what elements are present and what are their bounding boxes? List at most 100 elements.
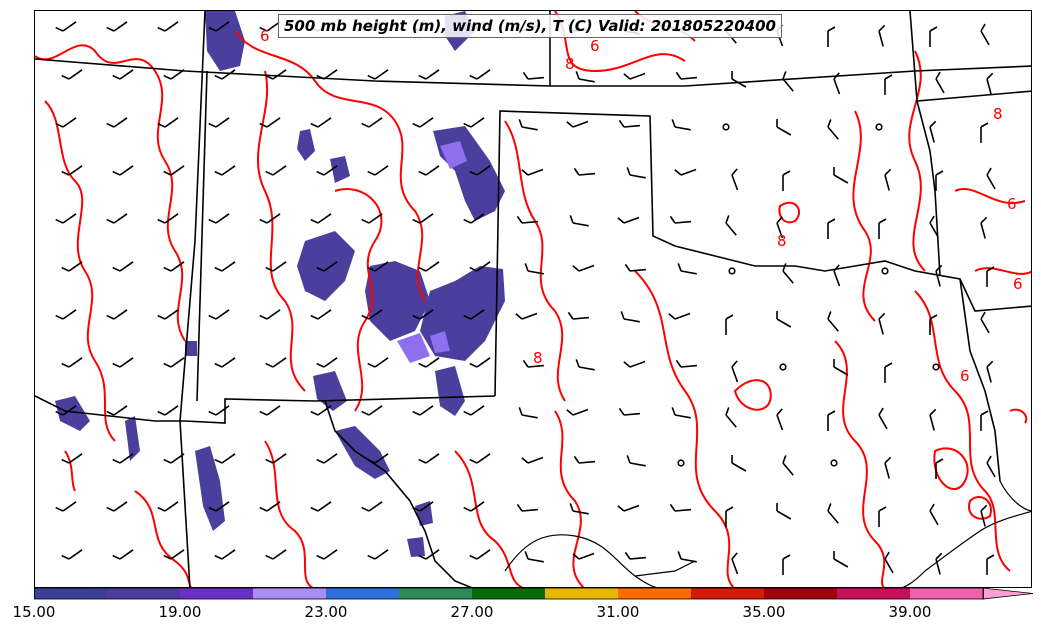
- wind-barb: [55, 501, 77, 512]
- wind-barb: [106, 309, 128, 320]
- wind-barb: [112, 357, 134, 368]
- calm-wind-marker: [779, 363, 787, 371]
- wind-barb: [208, 117, 230, 128]
- wind-barb: [214, 453, 236, 464]
- wind-barb: [55, 213, 77, 224]
- wind-barb: [208, 405, 230, 416]
- calm-wind-marker: [932, 363, 940, 371]
- wind-barb: [361, 309, 383, 320]
- wind-barb: [418, 549, 440, 560]
- wind-barb: [412, 501, 434, 512]
- wind-barb: [671, 407, 691, 419]
- wind-barb: [310, 405, 332, 416]
- wind-barb: [518, 407, 538, 419]
- wind-barb: [572, 552, 595, 560]
- wind-barb: [980, 311, 990, 334]
- wind-barb: [776, 310, 792, 328]
- map-canvas: 6 8 8 6 8 6 6 8 6: [35, 11, 1031, 587]
- wind-barb: [265, 453, 287, 464]
- colorbar-segment: [326, 588, 399, 599]
- wind-barb: [980, 410, 989, 431]
- wind-barb: [669, 215, 692, 224]
- wind-barb: [265, 261, 287, 272]
- wind-barb: [157, 21, 179, 32]
- wind-barb: [878, 218, 887, 239]
- wind-barb: [929, 215, 939, 238]
- wind-barb: [112, 261, 134, 272]
- wind-barb: [573, 167, 596, 176]
- colorbar-segment: [180, 588, 253, 599]
- calm-wind-marker: [830, 459, 838, 467]
- wind-barb: [469, 453, 491, 464]
- wind-barb: [986, 455, 996, 478]
- wind-barb: [310, 213, 332, 224]
- wind-barb: [259, 309, 281, 320]
- wind-barb: [878, 312, 886, 335]
- wind-barb: [61, 261, 83, 272]
- temperature-contours: [35, 11, 1031, 587]
- wind-barb: [618, 407, 641, 416]
- wind-barb: [668, 312, 691, 320]
- wind-barb: [469, 549, 491, 560]
- wind-barb: [418, 453, 440, 464]
- wind-barb: [208, 213, 230, 224]
- wind-barb: [61, 357, 83, 368]
- map-title: 500 mb height (m), wind (m/s), T (C) Val…: [278, 14, 782, 38]
- calm-wind-marker: [722, 123, 730, 131]
- contour-label: 6: [1013, 275, 1023, 293]
- wind-barb: [884, 362, 893, 383]
- coastline: [504, 480, 1031, 587]
- wind-barb: [980, 122, 989, 143]
- wind-barb: [618, 119, 641, 128]
- wind-barb: [827, 410, 836, 431]
- wind-barb: [833, 72, 841, 95]
- wind-barb: [367, 165, 389, 176]
- calm-wind-marker: [875, 123, 883, 131]
- wind-barb: [567, 311, 590, 320]
- wind-barb: [469, 165, 491, 176]
- wind-barb: [929, 120, 937, 143]
- wind-barb: [265, 165, 287, 176]
- colorbar: [34, 587, 1034, 600]
- wind-barb: [163, 69, 185, 80]
- contour-label: 6: [590, 37, 600, 55]
- wind-speed-shading-core: [397, 141, 467, 363]
- wind-barb: [620, 311, 640, 323]
- wind-barb: [61, 165, 83, 176]
- contour-label: 8: [533, 349, 543, 367]
- calm-wind-markers: [677, 123, 940, 467]
- wind-barb: [569, 215, 589, 227]
- wind-barb: [259, 213, 281, 224]
- map-panel: 6 8 8 6 8 6 6 8 6: [34, 10, 1032, 588]
- wind-barb: [980, 216, 988, 239]
- wind-barb: [674, 168, 697, 176]
- wind-barb: [929, 314, 938, 335]
- wind-barb: [833, 166, 849, 184]
- contour-label: 6: [960, 367, 970, 385]
- wind-barb: [884, 168, 892, 191]
- wind-barb: [112, 165, 134, 176]
- wind-barb: [463, 405, 485, 416]
- wind-barb: [316, 69, 338, 80]
- wind-barb: [469, 261, 491, 272]
- wind-barb: [725, 407, 737, 428]
- contour-label: 8: [565, 55, 575, 73]
- wind-barb: [367, 549, 389, 560]
- wind-barb: [566, 120, 589, 128]
- wind-barb: [157, 501, 179, 512]
- colorbar-segment: [107, 588, 180, 599]
- contour-label: 8: [777, 232, 787, 250]
- colorbar-segment: [618, 588, 691, 599]
- colorbar-tick-label: 31.00: [596, 603, 640, 621]
- wind-barb: [412, 309, 434, 320]
- wind-barb: [469, 357, 491, 368]
- wind-barb: [623, 72, 646, 80]
- wind-barb: [265, 69, 287, 80]
- wind-barb: [157, 213, 179, 224]
- wind-barb: [418, 357, 440, 368]
- wind-barb: [731, 70, 747, 88]
- wind-barb: [935, 170, 944, 191]
- wind-barb: [671, 119, 691, 131]
- wind-barb: [833, 264, 841, 287]
- wind-barb: [833, 358, 849, 376]
